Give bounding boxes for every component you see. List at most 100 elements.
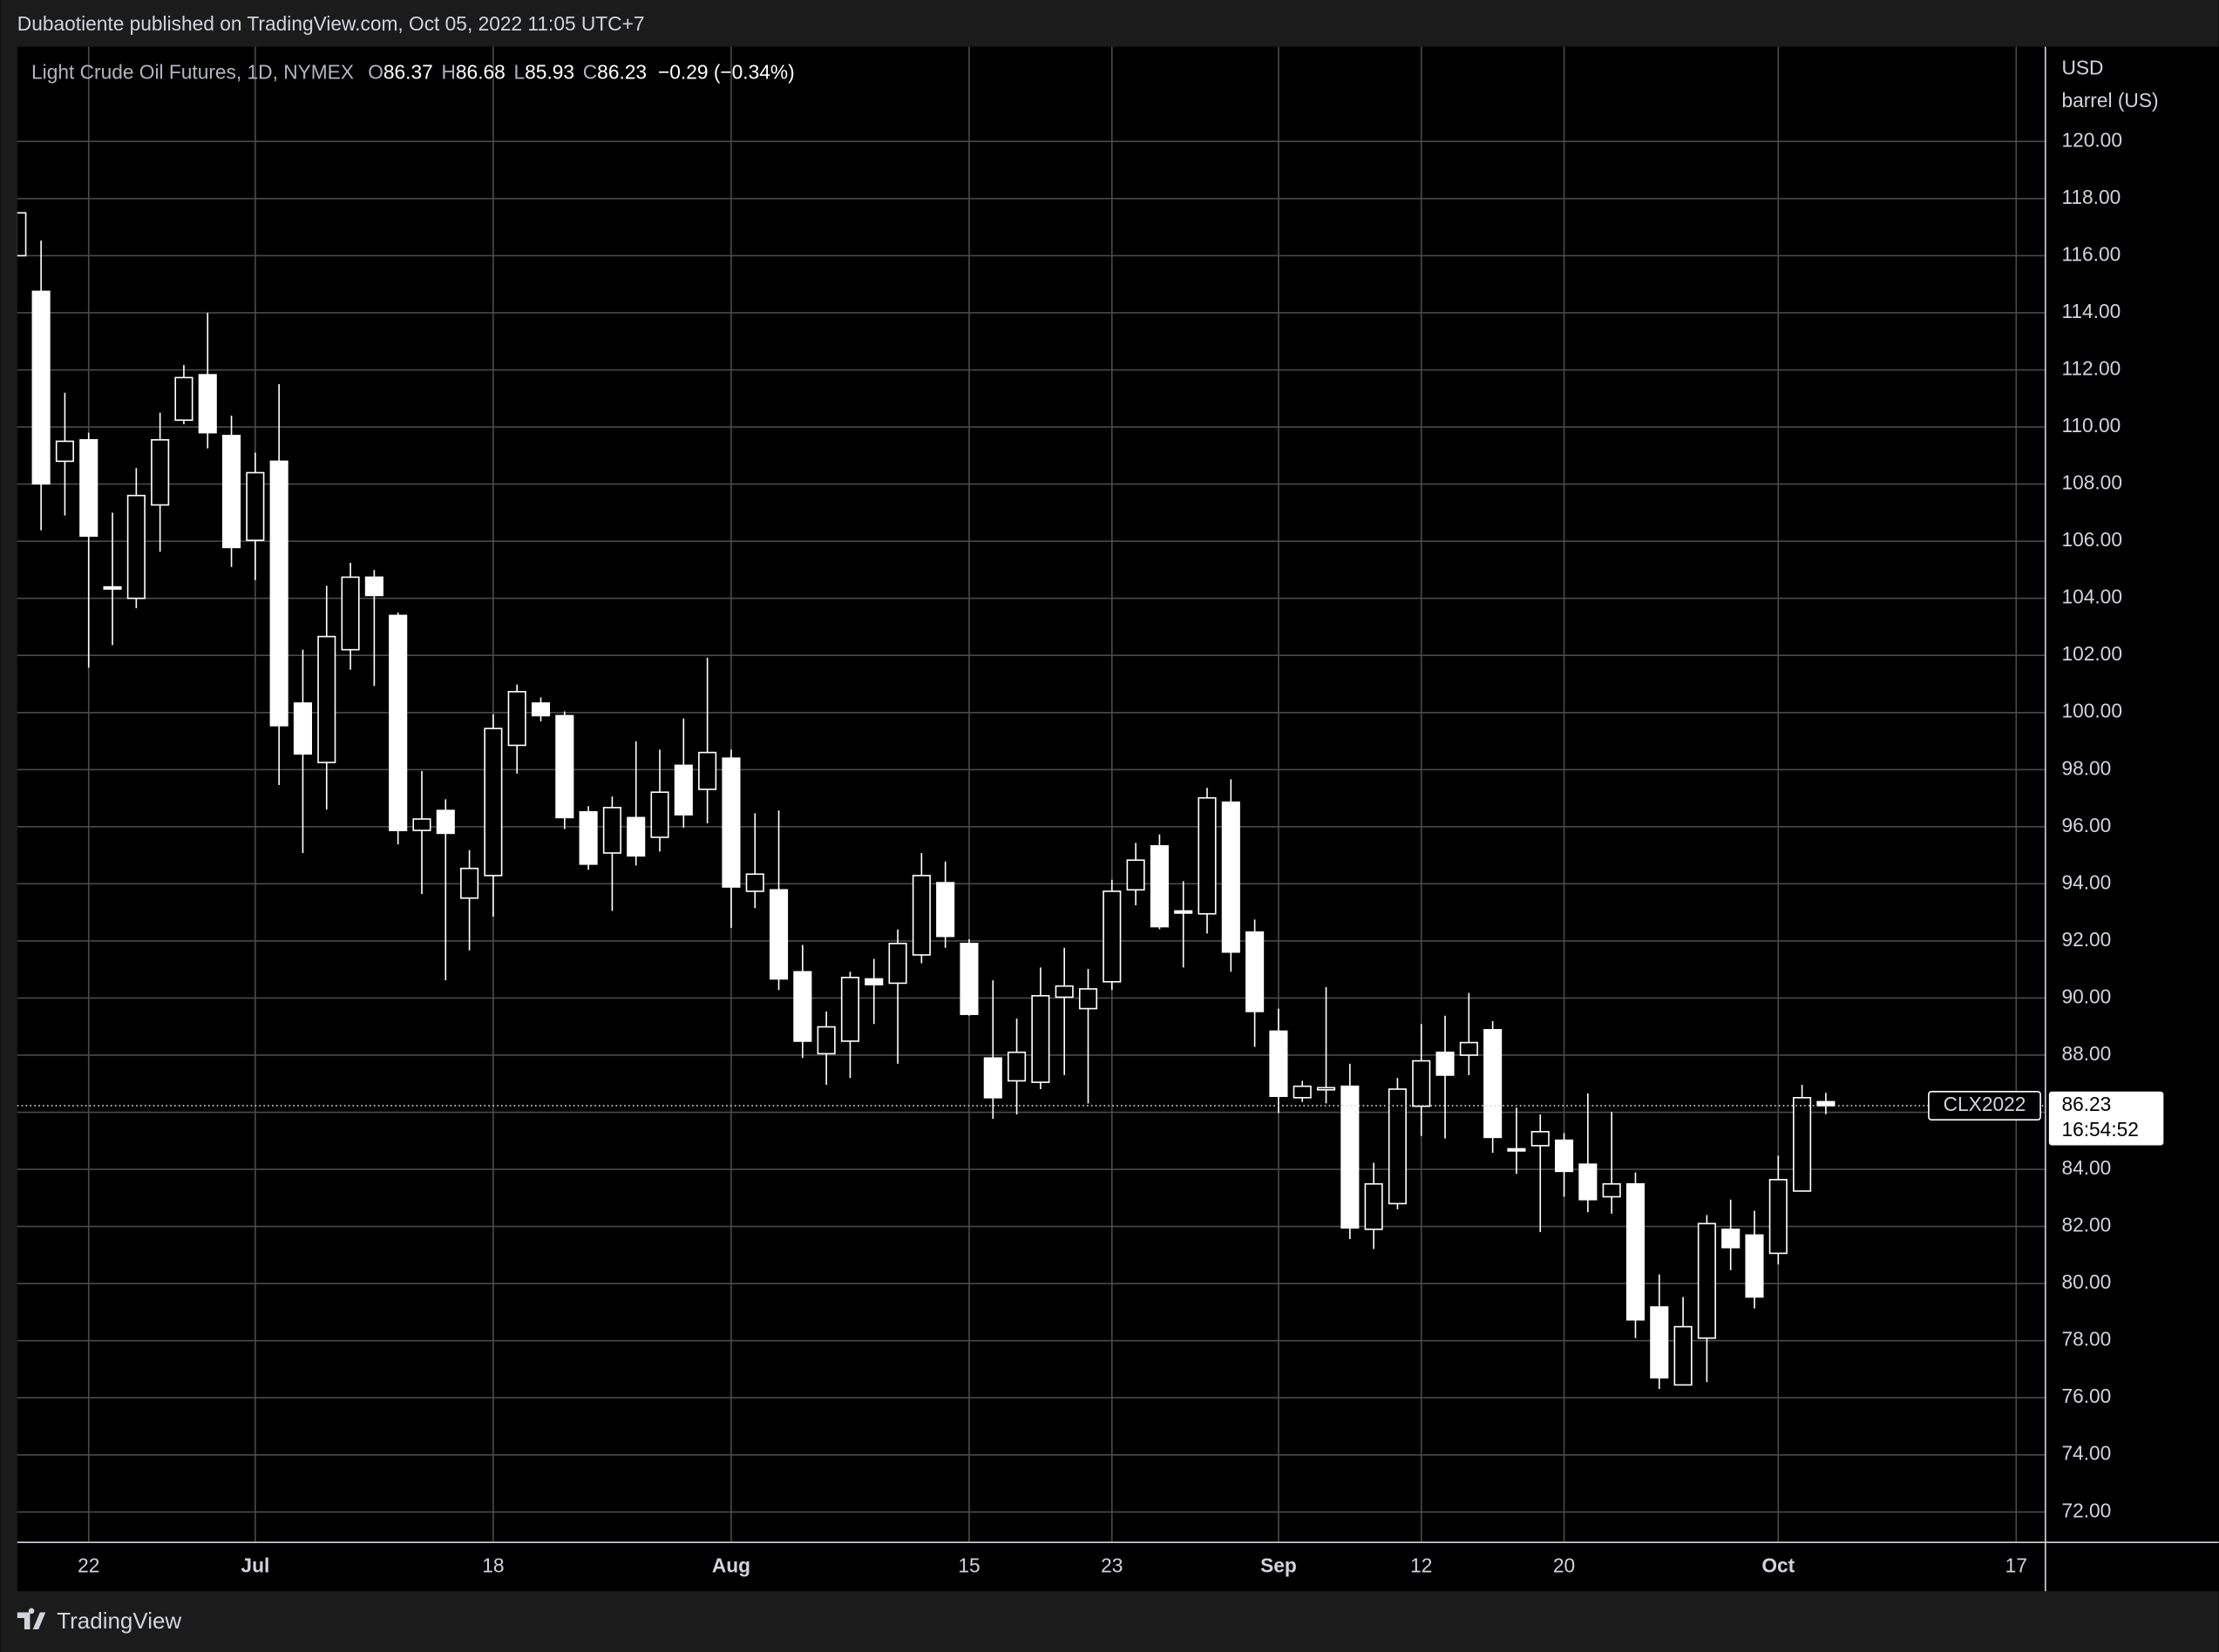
y-tick-label: 96.00 bbox=[2061, 814, 2111, 836]
y-tick-label: 104.00 bbox=[2061, 586, 2122, 608]
plot-background bbox=[17, 46, 2045, 1542]
candle-body bbox=[840, 977, 860, 1042]
symbol-tag bbox=[1928, 1090, 2041, 1121]
candle-body bbox=[983, 1057, 1002, 1099]
x-tick-label: Sep bbox=[1260, 1554, 1297, 1577]
candle-body bbox=[79, 438, 98, 538]
y-tick-label: 120.00 bbox=[2061, 128, 2122, 151]
candle-body bbox=[364, 576, 383, 597]
candles bbox=[17, 212, 1836, 1390]
x-tick-label: Oct bbox=[1761, 1554, 1795, 1577]
candle-body bbox=[1555, 1139, 1574, 1173]
candle-body bbox=[341, 576, 360, 651]
y-tick-label: 118.00 bbox=[2061, 186, 2121, 208]
y-tick-label: 114.00 bbox=[2061, 300, 2121, 322]
candle-body bbox=[151, 438, 170, 506]
legend-change: −0.29 (−0.34%) bbox=[658, 60, 795, 83]
candle-body bbox=[1721, 1229, 1741, 1249]
candle-body bbox=[1269, 1030, 1288, 1097]
candle-body bbox=[1174, 910, 1193, 914]
legend-ohlc-value: 86.37 bbox=[383, 60, 433, 83]
y-tick-label: 98.00 bbox=[2061, 756, 2111, 779]
candle-body bbox=[1340, 1085, 1360, 1229]
candle-body bbox=[484, 728, 503, 877]
candle-body bbox=[745, 873, 764, 892]
legend-ohlc-label: H bbox=[442, 60, 456, 83]
footer-text: TradingView bbox=[57, 1608, 181, 1634]
y-tick-label: 100.00 bbox=[2061, 700, 2122, 722]
candle-body bbox=[579, 810, 598, 865]
candle-body bbox=[507, 691, 526, 747]
candle-body bbox=[1768, 1179, 1788, 1255]
candle-body bbox=[1316, 1087, 1336, 1091]
candle-body bbox=[1103, 890, 1122, 983]
candle-body bbox=[555, 714, 574, 819]
header-text: Dubaotiente published on TradingView.com… bbox=[17, 12, 645, 35]
candle-body bbox=[1697, 1222, 1716, 1339]
candle-body bbox=[1221, 801, 1240, 953]
candle-body bbox=[817, 1026, 836, 1055]
candle-body bbox=[460, 867, 479, 899]
y-tick-label: 78.00 bbox=[2061, 1328, 2111, 1351]
candle-body bbox=[222, 435, 241, 549]
y-tick-label: 108.00 bbox=[2061, 471, 2122, 494]
candle-body bbox=[1602, 1182, 1621, 1198]
y-unit: USD bbox=[2061, 57, 2103, 79]
candle-body bbox=[1245, 931, 1265, 1012]
candle-body bbox=[674, 764, 693, 816]
x-tick-label: 23 bbox=[1101, 1554, 1123, 1577]
time-axis-background bbox=[17, 1543, 2219, 1592]
x-tick-label: Jul bbox=[241, 1554, 269, 1577]
y-tick-label: 80.00 bbox=[2061, 1270, 2111, 1293]
legend-ohlc-label: O bbox=[368, 60, 383, 83]
candle-body bbox=[722, 757, 741, 888]
y-tick-label: 112.00 bbox=[2061, 357, 2121, 380]
candle-body bbox=[936, 882, 955, 938]
y-tick-label: 88.00 bbox=[2061, 1042, 2111, 1065]
candle-body bbox=[1673, 1325, 1693, 1386]
legend-ohlc-value: 86.23 bbox=[597, 60, 647, 83]
y-tick-label: 110.00 bbox=[2061, 414, 2121, 437]
candle-body bbox=[412, 818, 431, 831]
candle-body bbox=[1150, 844, 1169, 928]
candle-body bbox=[1412, 1060, 1431, 1107]
candle-body bbox=[1459, 1041, 1478, 1056]
candle-body bbox=[1126, 859, 1145, 891]
x-tick-label: Aug bbox=[712, 1554, 750, 1577]
y-tick-label: 116.00 bbox=[2061, 242, 2121, 265]
price-tag bbox=[2048, 1091, 2164, 1146]
x-tick-label: 12 bbox=[1410, 1554, 1432, 1577]
candle-body bbox=[174, 376, 193, 422]
candle-body bbox=[1031, 995, 1050, 1083]
legend: Light Crude Oil Futures, 1D, NYMEX O86.37… bbox=[31, 60, 795, 83]
symbol-tag-text: CLX2022 bbox=[1944, 1093, 2026, 1115]
candle-body bbox=[1530, 1131, 1550, 1147]
y-tick-label: 102.00 bbox=[2061, 642, 2122, 665]
candle-body bbox=[317, 635, 336, 763]
x-tick-label: 15 bbox=[958, 1554, 980, 1577]
y-tick-label: 72.00 bbox=[2061, 1499, 2111, 1521]
candle-body bbox=[1578, 1163, 1598, 1201]
candle-body bbox=[1793, 1097, 1812, 1192]
candle-body bbox=[1055, 985, 1074, 999]
candle-body bbox=[1388, 1088, 1407, 1205]
candle-body bbox=[436, 809, 455, 835]
candle-body bbox=[865, 978, 884, 985]
candle-body bbox=[793, 971, 812, 1042]
price-tag-value: 86.23 bbox=[2061, 1093, 2111, 1115]
candle-body bbox=[602, 807, 621, 854]
y-tick-label: 76.00 bbox=[2061, 1385, 2111, 1407]
y-unit: barrel (US) bbox=[2061, 89, 2158, 112]
x-tick-label: 17 bbox=[2005, 1554, 2027, 1577]
candle-body bbox=[650, 791, 669, 838]
candle-body bbox=[198, 374, 217, 434]
price-axis-background bbox=[2046, 46, 2219, 1542]
candle-body bbox=[126, 494, 146, 599]
price-tag-countdown: 16:54:52 bbox=[2061, 1118, 2138, 1141]
x-tick-label: 18 bbox=[482, 1554, 504, 1577]
y-tick-label: 74.00 bbox=[2061, 1442, 2111, 1465]
legend-title: Light Crude Oil Futures, 1D, NYMEX bbox=[31, 60, 354, 83]
candle-body bbox=[1745, 1234, 1764, 1298]
